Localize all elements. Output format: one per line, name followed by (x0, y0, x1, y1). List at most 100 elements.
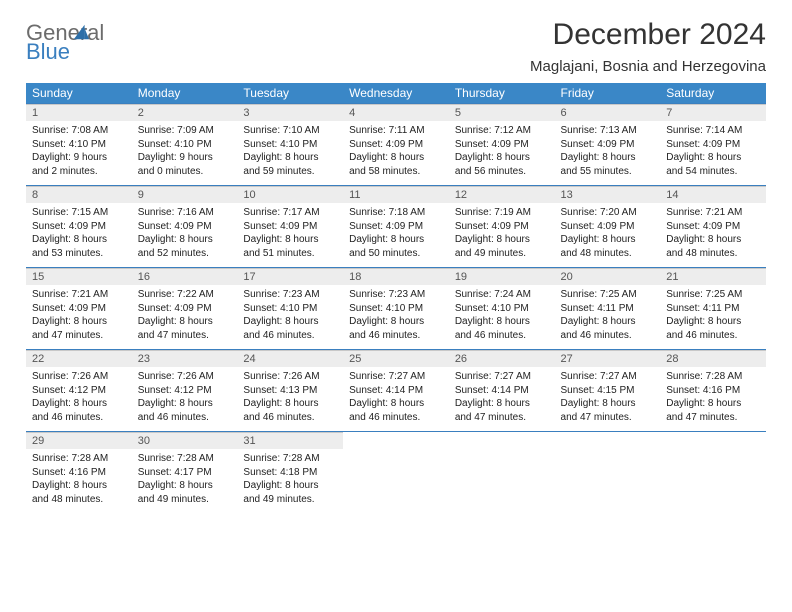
day-number: 28 (660, 350, 766, 367)
day-details: Sunrise: 7:20 AMSunset: 4:09 PMDaylight:… (555, 203, 661, 267)
sunrise-text: Sunrise: 7:16 AM (138, 206, 232, 220)
day-details: Sunrise: 7:25 AMSunset: 4:11 PMDaylight:… (555, 285, 661, 349)
calendar-cell: 1Sunrise: 7:08 AMSunset: 4:10 PMDaylight… (26, 104, 132, 186)
calendar-cell: 27Sunrise: 7:27 AMSunset: 4:15 PMDayligh… (555, 350, 661, 432)
daylight-text: Daylight: 8 hours and 46 minutes. (666, 315, 760, 342)
calendar-cell: 16 Sunrise: 7:22 AMSunset: 4:09 PMDayligh… (132, 268, 238, 350)
calendar-row: 29Sunrise: 7:28 AMSunset: 4:16 PMDayligh… (26, 432, 766, 514)
calendar-row: 15Sunrise: 7:21 AMSunset: 4:09 PMDayligh… (26, 268, 766, 350)
brand-line2: Blue (26, 39, 70, 64)
day-number: 8 (26, 186, 132, 203)
day-number: 9 (132, 186, 238, 203)
day-number: 4 (343, 104, 449, 121)
daylight-text: Daylight: 8 hours and 55 minutes. (561, 151, 655, 178)
day-number: 29 (26, 432, 132, 449)
sunrise-text: Sunrise: 7:13 AM (561, 124, 655, 138)
sunrise-text: Sunrise: 7:08 AM (32, 124, 126, 138)
calendar-body: 1 Sunrise: 7:08 AM Sunset: 4:10 PM Daylight… (26, 104, 766, 514)
daylight-text: Daylight: 8 hours and 56 minutes. (455, 151, 549, 178)
calendar-cell (660, 432, 766, 514)
daylight-text: Daylight: 8 hours and 48 minutes. (561, 233, 655, 260)
sunset-text: Sunset: 4:09 PM (666, 220, 760, 234)
sunset-text: Sunset: 4:09 PM (561, 220, 655, 234)
daylight-text: Daylight: 8 hours and 47 minutes. (138, 315, 232, 342)
sunset-text: Sunset: 4:14 PM (455, 384, 549, 398)
sunset-text: Sunset: 4:09 PM (455, 138, 549, 152)
calendar-cell: 13Sunrise: 7:20 AMSunset: 4:09 PMDayligh… (555, 186, 661, 268)
sunrise-text: Sunrise: 7:25 AM (666, 288, 760, 302)
day-number: 22 (26, 350, 132, 367)
day-number: 25 (343, 350, 449, 367)
daylight-text: Daylight: 8 hours and 47 minutes. (455, 397, 549, 424)
weekday-header: Saturday (660, 83, 766, 104)
title-block: December 2024 Maglajani, Bosnia and Herz… (530, 18, 766, 75)
daylight-text: Daylight: 8 hours and 58 minutes. (349, 151, 443, 178)
header: General Blue December 2024 Maglajani, Bo… (26, 18, 766, 75)
brand-text: General Blue (26, 24, 104, 61)
sunrise-text: Sunrise: 7:19 AM (455, 206, 549, 220)
calendar-row: 1 Sunrise: 7:08 AM Sunset: 4:10 PM Daylight… (26, 104, 766, 186)
day-number: 19 (449, 268, 555, 285)
sunset-text: Sunset: 4:13 PM (243, 384, 337, 398)
day-number: 2 (132, 104, 238, 121)
day-number: 5 (449, 104, 555, 121)
daylight-text: Daylight: 8 hours and 46 minutes. (349, 397, 443, 424)
daylight-text: Daylight: 8 hours and 50 minutes. (349, 233, 443, 260)
calendar-cell: 14Sunrise: 7:21 AMSunset: 4:09 PMDayligh… (660, 186, 766, 268)
sunrise-text: Sunrise: 7:21 AM (32, 288, 126, 302)
calendar-cell: 25Sunrise: 7:27 AMSunset: 4:14 PMDayligh… (343, 350, 449, 432)
day-details: Sunrise: 7:18 AMSunset: 4:09 PMDaylight:… (343, 203, 449, 267)
daylight-text: Daylight: 8 hours and 46 minutes. (243, 315, 337, 342)
day-number: 13 (555, 186, 661, 203)
daylight-text: Daylight: 8 hours and 47 minutes. (666, 397, 760, 424)
calendar-table: Sunday Monday Tuesday Wednesday Thursday… (26, 83, 766, 513)
day-number: 16 (132, 268, 238, 285)
day-details: Sunrise: 7:28 AMSunset: 4:16 PMDaylight:… (660, 367, 766, 431)
day-details: Sunrise: 7:28 AMSunset: 4:17 PMDaylight:… (132, 449, 238, 513)
sunset-text: Sunset: 4:09 PM (32, 220, 126, 234)
day-details: Sunrise: 7:27 AMSunset: 4:15 PMDaylight:… (555, 367, 661, 431)
day-number: 21 (660, 268, 766, 285)
day-number: 30 (132, 432, 238, 449)
calendar-cell (555, 432, 661, 514)
month-title: December 2024 (530, 18, 766, 52)
daylight-text: Daylight: 8 hours and 49 minutes. (138, 479, 232, 506)
sunrise-text: Sunrise: 7:20 AM (561, 206, 655, 220)
daylight-text: Daylight: 8 hours and 46 minutes. (561, 315, 655, 342)
day-details: Sunrise: 7:26 AMSunset: 4:13 PMDaylight:… (237, 367, 343, 431)
sail-icon (72, 23, 90, 46)
sunrise-text: Sunrise: 7:09 AM (138, 124, 232, 138)
daylight-text: Daylight: 9 hours and 2 minutes. (32, 151, 126, 178)
sunrise-text: Sunrise: 7:28 AM (243, 452, 337, 466)
sunset-text: Sunset: 4:09 PM (138, 302, 232, 316)
day-details: Sunrise: 7:26 AMSunset: 4:12 PMDaylight:… (132, 367, 238, 431)
calendar-cell: 17Sunrise: 7:23 AMSunset: 4:10 PMDayligh… (237, 268, 343, 350)
day-number: 6 (555, 104, 661, 121)
sunset-text: Sunset: 4:09 PM (455, 220, 549, 234)
calendar-cell: 4Sunrise: 7:11 AMSunset: 4:09 PMDaylight… (343, 104, 449, 186)
sunrise-text: Sunrise: 7:12 AM (455, 124, 549, 138)
sunset-text: Sunset: 4:09 PM (32, 302, 126, 316)
sunrise-text: Sunrise: 7:22 AM (138, 288, 232, 302)
calendar-cell: 23Sunrise: 7:26 AMSunset: 4:12 PMDayligh… (132, 350, 238, 432)
day-number: 15 (26, 268, 132, 285)
sunset-text: Sunset: 4:10 PM (243, 138, 337, 152)
sunset-text: Sunset: 4:10 PM (349, 302, 443, 316)
daylight-text: Daylight: 8 hours and 46 minutes. (455, 315, 549, 342)
day-number: 1 (26, 104, 132, 121)
daylight-text: Daylight: 8 hours and 47 minutes. (32, 315, 126, 342)
calendar-row: 8Sunrise: 7:15 AMSunset: 4:09 PMDaylight… (26, 186, 766, 268)
weekday-header: Wednesday (343, 83, 449, 104)
calendar-cell: 5 Sunrise: 7:12 AMSunset: 4:09 PMDaylight… (449, 104, 555, 186)
day-number: 17 (237, 268, 343, 285)
calendar-cell: 24Sunrise: 7:26 AMSunset: 4:13 PMDayligh… (237, 350, 343, 432)
weekday-header: Sunday (26, 83, 132, 104)
day-details: Sunrise: 7:10 AMSunset: 4:10 PMDaylight:… (237, 121, 343, 185)
day-details: Sunrise: 7:25 AMSunset: 4:11 PMDaylight:… (660, 285, 766, 349)
sunrise-text: Sunrise: 7:18 AM (349, 206, 443, 220)
day-number: 10 (237, 186, 343, 203)
calendar-cell: 6Sunrise: 7:13 AMSunset: 4:09 PMDaylight… (555, 104, 661, 186)
sunset-text: Sunset: 4:11 PM (561, 302, 655, 316)
day-details: Sunrise: 7:17 AMSunset: 4:09 PMDaylight:… (237, 203, 343, 267)
daylight-text: Daylight: 8 hours and 49 minutes. (455, 233, 549, 260)
